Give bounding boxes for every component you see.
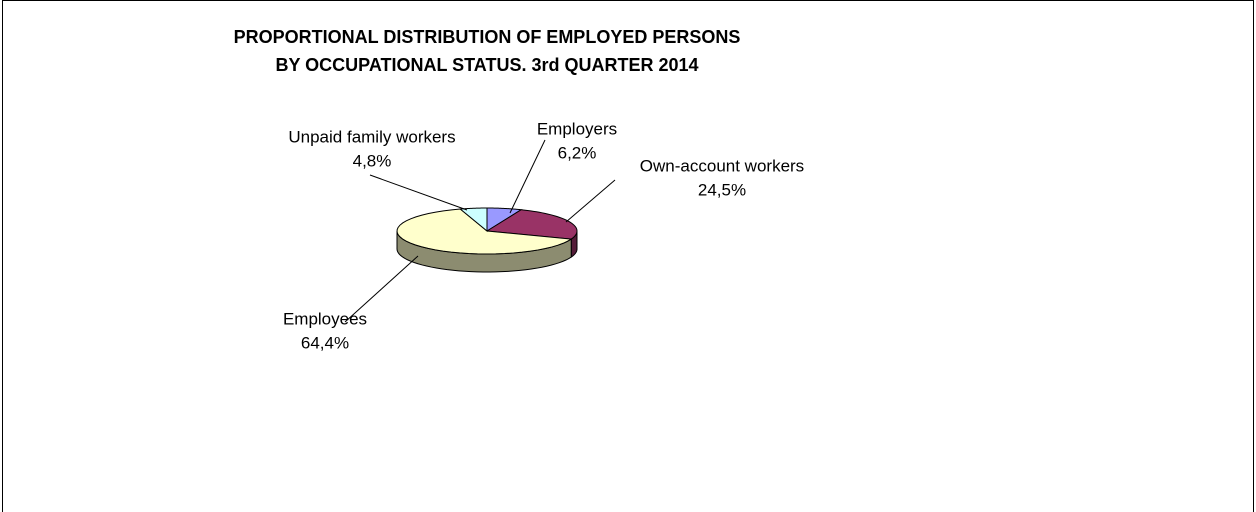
data-label-value: 24,5% <box>698 180 746 199</box>
data-label-name: Employees <box>283 309 367 328</box>
data-label-value: 6,2% <box>558 143 597 162</box>
data-label-name: Own-account workers <box>640 156 804 175</box>
data-label-name: Unpaid family workers <box>288 127 455 146</box>
leader-line <box>509 139 546 214</box>
chart-title: BY OCCUPATIONAL STATUS. 3rd QUARTER 2014 <box>275 55 698 75</box>
leader-line <box>565 179 616 223</box>
data-label-name: Employers <box>537 119 617 138</box>
pie-slice <box>485 209 578 240</box>
data-label-value: 64,4% <box>301 333 349 352</box>
data-label-value: 4,8% <box>353 151 392 170</box>
pie-slice <box>396 208 573 255</box>
leader-line <box>344 255 419 323</box>
leader-line <box>369 174 468 211</box>
chart-title: PROPORTIONAL DISTRIBUTION OF EMPLOYED PE… <box>234 27 741 47</box>
